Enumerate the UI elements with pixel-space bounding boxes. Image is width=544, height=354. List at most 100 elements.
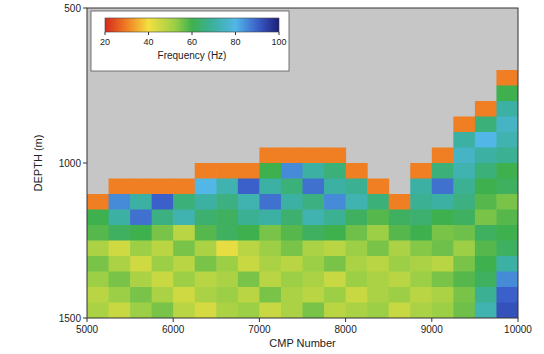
- cell: [346, 303, 368, 319]
- cell: [453, 194, 475, 210]
- cell: [238, 287, 260, 303]
- cell: [152, 241, 174, 257]
- cell: [216, 241, 238, 257]
- cell: [281, 272, 303, 288]
- cell: [432, 272, 454, 288]
- cell: [281, 225, 303, 241]
- cell: [410, 256, 432, 272]
- cell: [410, 163, 432, 179]
- x-axis-title: CMP Number: [269, 337, 336, 349]
- cell: [453, 179, 475, 195]
- cell: [238, 210, 260, 226]
- cell: [496, 210, 518, 226]
- cell: [453, 132, 475, 148]
- cell: [216, 179, 238, 195]
- cell: [410, 179, 432, 195]
- cell: [410, 194, 432, 210]
- cell: [173, 287, 195, 303]
- cell: [259, 194, 281, 210]
- cell: [152, 194, 174, 210]
- cell: [303, 163, 325, 179]
- y-tick: [83, 318, 87, 319]
- cell: [496, 117, 518, 133]
- cell: [195, 179, 217, 195]
- cell: [389, 210, 411, 226]
- cell: [475, 163, 497, 179]
- cell: [152, 225, 174, 241]
- cell: [109, 272, 131, 288]
- cell: [173, 256, 195, 272]
- cell: [496, 101, 518, 117]
- cell: [152, 287, 174, 303]
- cell: [303, 303, 325, 319]
- colorbar-tick: [148, 32, 149, 35]
- cell: [475, 256, 497, 272]
- cell: [432, 148, 454, 164]
- cell: [259, 210, 281, 226]
- cell: [109, 194, 131, 210]
- cell: [496, 179, 518, 195]
- cell: [475, 225, 497, 241]
- cell: [453, 303, 475, 319]
- cell: [152, 179, 174, 195]
- cell: [367, 194, 389, 210]
- cell: [259, 256, 281, 272]
- cell: [195, 287, 217, 303]
- cell: [346, 256, 368, 272]
- cell: [281, 256, 303, 272]
- cell: [216, 303, 238, 319]
- cell: [195, 241, 217, 257]
- cell: [303, 287, 325, 303]
- cell: [453, 241, 475, 257]
- cell: [238, 256, 260, 272]
- cell: [496, 272, 518, 288]
- cell: [346, 241, 368, 257]
- cell: [109, 210, 131, 226]
- cell: [238, 225, 260, 241]
- cell: [173, 194, 195, 210]
- cell: [475, 241, 497, 257]
- cell: [281, 210, 303, 226]
- cell: [173, 241, 195, 257]
- cell: [475, 101, 497, 117]
- cell: [130, 241, 152, 257]
- cell: [346, 194, 368, 210]
- cell: [238, 241, 260, 257]
- colorbar-tick-label: 100: [271, 37, 286, 47]
- cell: [259, 163, 281, 179]
- cell: [432, 241, 454, 257]
- cell: [281, 179, 303, 195]
- cell: [259, 179, 281, 195]
- cell: [496, 303, 518, 319]
- cell: [281, 303, 303, 319]
- colorbar-box: [91, 11, 289, 71]
- cell: [152, 210, 174, 226]
- cell: [130, 272, 152, 288]
- cell: [432, 287, 454, 303]
- x-tick: [431, 318, 432, 322]
- x-tick: [87, 318, 88, 322]
- cell: [410, 210, 432, 226]
- cell: [367, 241, 389, 257]
- cell: [389, 287, 411, 303]
- cell: [173, 272, 195, 288]
- cell: [432, 163, 454, 179]
- colorbar-tick-label: 60: [187, 37, 197, 47]
- cell: [195, 210, 217, 226]
- x-tick-label: 7000: [248, 324, 271, 335]
- cell: [195, 225, 217, 241]
- cell: [259, 303, 281, 319]
- colorbar-tick-label: 80: [230, 37, 240, 47]
- cell: [324, 272, 346, 288]
- cell: [259, 148, 281, 164]
- cell: [303, 225, 325, 241]
- y-axis-title: DEPTH (m): [32, 135, 44, 192]
- colorbar-tick: [279, 32, 280, 35]
- cell: [410, 303, 432, 319]
- x-tick: [173, 318, 174, 322]
- cell: [109, 179, 131, 195]
- cell: [496, 86, 518, 102]
- cell: [389, 272, 411, 288]
- cell: [281, 241, 303, 257]
- cell: [496, 148, 518, 164]
